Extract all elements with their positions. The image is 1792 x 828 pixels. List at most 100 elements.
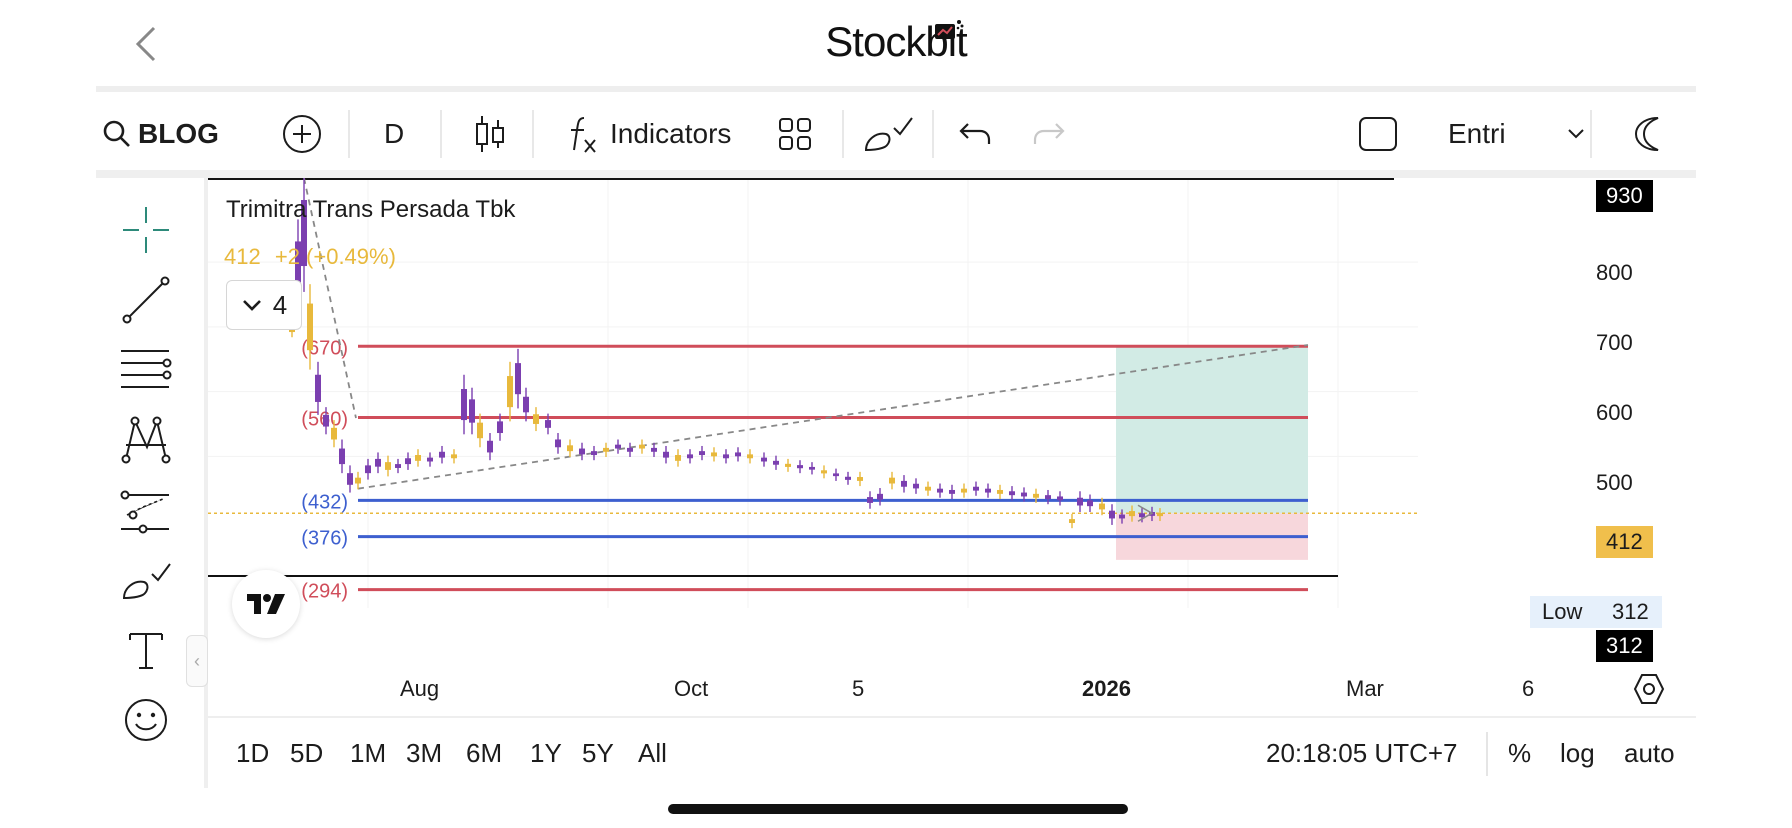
fullscreen-button[interactable]	[1358, 92, 1398, 176]
chart-settings-button[interactable]	[1632, 672, 1666, 711]
entry-select[interactable]: Entri	[1448, 92, 1586, 176]
range-5d[interactable]: 5D	[290, 738, 324, 768]
undo-icon	[959, 123, 991, 144]
candle-body	[295, 241, 301, 296]
candle-body	[515, 363, 521, 395]
range-all[interactable]: All	[638, 738, 667, 768]
home-indicator	[668, 804, 1128, 814]
candle-body	[487, 440, 493, 453]
candle-body	[821, 470, 827, 474]
candle-body	[1077, 497, 1083, 506]
tradingview-logo-icon[interactable]	[232, 570, 300, 638]
indicators-collapse-button[interactable]: 4	[226, 280, 302, 330]
log-scale-toggle[interactable]: log	[1560, 738, 1595, 768]
moon-icon	[1634, 117, 1659, 151]
drawing-brush-button[interactable]	[862, 92, 914, 176]
level-label: (432)	[301, 491, 348, 513]
x-tick-label: Aug	[400, 676, 440, 701]
bottom-divider	[1486, 732, 1488, 776]
prediction-tool[interactable]	[118, 482, 174, 538]
trend-line-tool[interactable]	[118, 272, 174, 328]
candle-body	[615, 444, 621, 449]
forecast-icon	[120, 490, 169, 534]
y-tick-label: 800	[1596, 260, 1633, 285]
candle-body	[497, 421, 503, 434]
stockbit-logo-icon	[935, 20, 964, 39]
x-tick-label: 6	[1522, 676, 1535, 701]
chevron-left-icon	[135, 26, 156, 62]
range-1m[interactable]: 1M	[350, 738, 387, 768]
range-1d[interactable]: 1D	[236, 738, 270, 768]
indicators-button[interactable]: Indicators	[566, 92, 731, 176]
text-tool[interactable]	[118, 622, 174, 678]
fib-retracement-tool[interactable]	[118, 342, 174, 398]
pattern-tool[interactable]	[118, 412, 174, 468]
text-icon	[129, 633, 163, 669]
grid-icon	[779, 118, 811, 150]
candle-body	[867, 497, 873, 503]
level-label: (376)	[301, 528, 348, 550]
chart-type-button[interactable]	[474, 92, 506, 176]
tv-mark-icon	[247, 594, 285, 614]
theme-toggle-button[interactable]	[1630, 92, 1664, 176]
candle-body	[1069, 519, 1075, 523]
candle-body	[405, 458, 411, 465]
entry-select-value: Entri	[1448, 118, 1506, 149]
range-6m[interactable]: 6M	[466, 738, 503, 768]
clock-readout[interactable]: 20:18:05 UTC+7	[1266, 738, 1458, 768]
price-chart[interactable]: (670)(560)(432)(376)(294)	[208, 178, 1696, 718]
brand-logo: Stockbit	[0, 18, 1792, 66]
header-divider	[96, 86, 1696, 92]
candle-body	[663, 451, 669, 458]
percent-scale-toggle[interactable]: %	[1508, 738, 1532, 768]
low-price-badge: Low 312	[1530, 596, 1662, 628]
search-icon	[103, 120, 130, 147]
candle-body	[331, 427, 337, 440]
candle-body	[1057, 496, 1063, 501]
candle-body	[1099, 503, 1105, 510]
emoji-tool[interactable]	[118, 692, 174, 748]
back-button[interactable]	[126, 24, 166, 64]
auto-scale-toggle[interactable]: auto	[1624, 738, 1675, 768]
square-icon	[1359, 117, 1397, 151]
range-5y[interactable]: 5Y	[582, 738, 614, 768]
y-tick-label: 500	[1596, 470, 1633, 495]
candle-body	[355, 477, 361, 484]
candle-body	[1129, 511, 1135, 517]
candle-body	[651, 447, 657, 452]
chart-toolbar: BLOG D Indicators Entri	[96, 92, 1696, 176]
drawing-toolbar	[96, 178, 184, 778]
range-3m[interactable]: 3M	[406, 738, 443, 768]
candle-body	[395, 464, 401, 468]
crosshair-tool[interactable]	[118, 202, 174, 258]
candle-body	[427, 457, 433, 462]
candle-body	[1087, 500, 1093, 507]
candle-body	[603, 447, 609, 452]
compare-add-button[interactable]	[282, 92, 322, 176]
current-price-tag: 412	[1596, 526, 1653, 558]
range-1y[interactable]: 1Y	[530, 738, 562, 768]
undo-button[interactable]	[958, 92, 992, 176]
candle-body	[301, 200, 307, 267]
indicator-count: 4	[272, 289, 288, 320]
interval-button[interactable]: D	[384, 92, 404, 176]
x-axis-divider	[208, 716, 1696, 718]
candle-body	[461, 389, 467, 421]
toolbar-divider	[440, 110, 442, 158]
projection-arrow	[1137, 504, 1154, 522]
symbol-search-button[interactable]: BLOG	[102, 92, 219, 176]
candle-body	[961, 488, 967, 493]
candle-body	[809, 466, 815, 470]
candle-body	[973, 486, 979, 491]
toolbar-divider	[348, 110, 350, 158]
toolbar-divider-bottom	[96, 170, 1696, 178]
chevron-down-icon	[1567, 129, 1584, 139]
redo-button[interactable]	[1032, 92, 1066, 176]
brush-tool[interactable]	[118, 552, 174, 608]
plus-circle-icon	[283, 115, 321, 153]
low-price-tag: 312	[1596, 630, 1653, 662]
candle-body	[773, 460, 779, 465]
symbol-label: BLOG	[138, 118, 219, 149]
layout-button[interactable]	[778, 92, 812, 176]
collapse-toolbar-handle[interactable]: ‹	[186, 635, 208, 687]
